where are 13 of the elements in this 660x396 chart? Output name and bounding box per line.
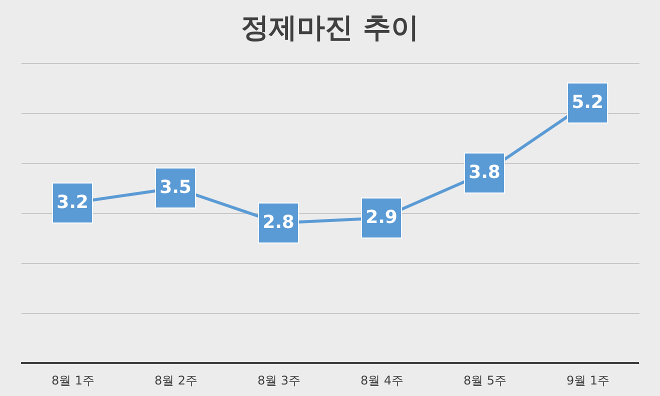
x-tick-label: 8월 2주 bbox=[154, 374, 198, 388]
x-tick-label: 8월 3주 bbox=[257, 374, 301, 388]
x-tick-label: 8월 1주 bbox=[51, 374, 95, 388]
data-label: 3.8 bbox=[468, 162, 500, 183]
chart-title: 정제마진 추이 bbox=[241, 11, 419, 44]
x-tick-label: 8월 5주 bbox=[463, 374, 507, 388]
data-label: 3.5 bbox=[160, 177, 192, 198]
data-label: 3.2 bbox=[56, 192, 88, 213]
data-label: 2.8 bbox=[262, 212, 294, 233]
x-tick-label: 9월 1주 bbox=[566, 374, 610, 388]
data-label: 5.2 bbox=[572, 92, 604, 113]
x-tick-label: 8월 4주 bbox=[360, 374, 404, 388]
data-label: 2.9 bbox=[366, 207, 398, 228]
